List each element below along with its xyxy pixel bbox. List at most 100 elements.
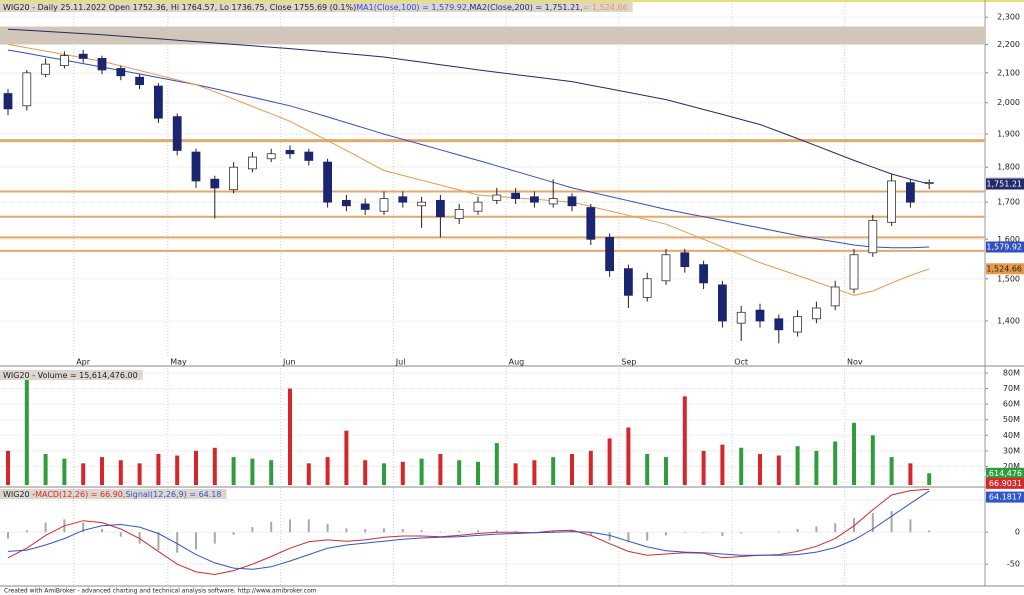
volume-bar: [137, 463, 142, 485]
candle-body: [323, 161, 333, 203]
pane-header: WIG20 - Volume = 15,614,476.00: [3, 371, 138, 380]
histogram-bar: [345, 528, 348, 533]
y-tick-label: 0: [1015, 528, 1020, 537]
volume-bar: [588, 450, 593, 485]
histogram-bar: [871, 512, 874, 533]
volume-bar: [419, 458, 424, 485]
volume-bar: [400, 461, 405, 485]
volume-bar: [927, 473, 932, 485]
candle-body: [868, 220, 878, 254]
volume-bar: [494, 443, 499, 485]
y-tick-label: 70M: [1003, 384, 1020, 393]
candle-body: [247, 156, 257, 170]
volume-bar: [24, 372, 29, 485]
candle-body: [417, 201, 427, 207]
histogram-bar: [44, 522, 47, 533]
candle-body: [116, 68, 126, 77]
x-tick-label: Sep: [621, 358, 636, 367]
candle-body: [229, 166, 239, 191]
volume-bar: [626, 427, 631, 485]
volume-bar: [532, 460, 537, 485]
histogram-bar: [157, 532, 160, 551]
histogram-bar: [119, 532, 122, 537]
candle-body: [755, 309, 765, 322]
candle-body: [473, 201, 483, 212]
header-part: WIG20 -: [3, 490, 35, 499]
volume-bar: [739, 447, 744, 485]
macd-line: [7, 488, 930, 576]
candle-body: [435, 199, 445, 218]
candle-body: [830, 286, 840, 307]
resistance-zone: [0, 26, 985, 45]
histogram-bar: [458, 530, 461, 533]
histogram-bar: [251, 527, 254, 533]
histogram-bar: [176, 532, 179, 553]
volume-bar: [194, 450, 198, 485]
volume-bar: [438, 453, 443, 485]
y-tick-label: 2,100: [997, 68, 1020, 77]
histogram-bar: [740, 532, 743, 534]
x-tick-label: Jul: [395, 358, 406, 367]
histogram-bar: [909, 519, 912, 533]
candle-body: [60, 55, 69, 66]
header-part: Signal(12,26,9) = 64.18: [125, 490, 221, 499]
y-tick-label: 20M: [1003, 462, 1020, 471]
volume-bar: [325, 457, 330, 485]
candle-body: [906, 182, 915, 203]
candle-body: [398, 196, 408, 203]
x-tick-label: Jun: [282, 358, 296, 367]
candle-body: [285, 150, 295, 155]
y-tick-label: 1,900: [997, 130, 1020, 139]
candle-body: [135, 76, 145, 86]
ma-line: [7, 49, 930, 249]
candle-body: [22, 72, 32, 107]
volume-bar: [212, 447, 217, 485]
volume-bar: [250, 458, 255, 485]
histogram-bar: [7, 532, 9, 539]
volume-bar: [118, 460, 123, 485]
candle-body: [41, 63, 50, 75]
histogram-bar: [834, 523, 837, 533]
header-band: [0, 2, 633, 12]
header-part: MA1(Close,100) = 1,579.92,: [356, 3, 469, 12]
y-tick-label: 30M: [1003, 446, 1020, 455]
y-tick-label: 80M: [1003, 368, 1020, 377]
pane-header: WIG20 -MACD(12,26) = 66.90,Signal(12,26,…: [3, 490, 221, 499]
histogram-bar: [608, 532, 611, 541]
candle-body: [97, 58, 107, 71]
candle-body: [586, 207, 596, 240]
volume-bar: [62, 458, 67, 485]
candle-body: [642, 278, 652, 298]
candle-body: [624, 268, 633, 296]
volume-bar: [852, 422, 856, 485]
histogram-bar: [232, 532, 235, 535]
y-tick-label: 1,700: [997, 198, 1020, 207]
volume-bar: [795, 446, 800, 485]
histogram-bar: [383, 528, 385, 533]
histogram-bar: [364, 528, 367, 533]
pane-header: WIG20 - Daily 25.11.2022 Open 1752.36, H…: [3, 3, 628, 12]
volume-bar: [682, 396, 687, 485]
histogram-bar: [420, 530, 423, 533]
candle-body: [699, 264, 708, 284]
histogram-bar: [82, 522, 85, 533]
header-part: = 1,524.66: [583, 3, 628, 12]
candle-body: [360, 203, 370, 210]
histogram-bar: [213, 532, 216, 544]
value-tag: 1,524.66: [986, 264, 1022, 273]
candle-body: [849, 254, 859, 290]
volume-bar: [513, 463, 518, 485]
candle-body: [304, 151, 314, 161]
volume-bar: [570, 453, 574, 485]
candle-body: [605, 236, 614, 272]
candle-body: [3, 93, 13, 110]
candle-body: [172, 116, 182, 151]
candle-body: [793, 316, 802, 333]
volume-bar: [814, 450, 819, 485]
candle-body: [812, 307, 821, 320]
candle-body: [718, 284, 727, 322]
volume-bar: [382, 463, 386, 485]
